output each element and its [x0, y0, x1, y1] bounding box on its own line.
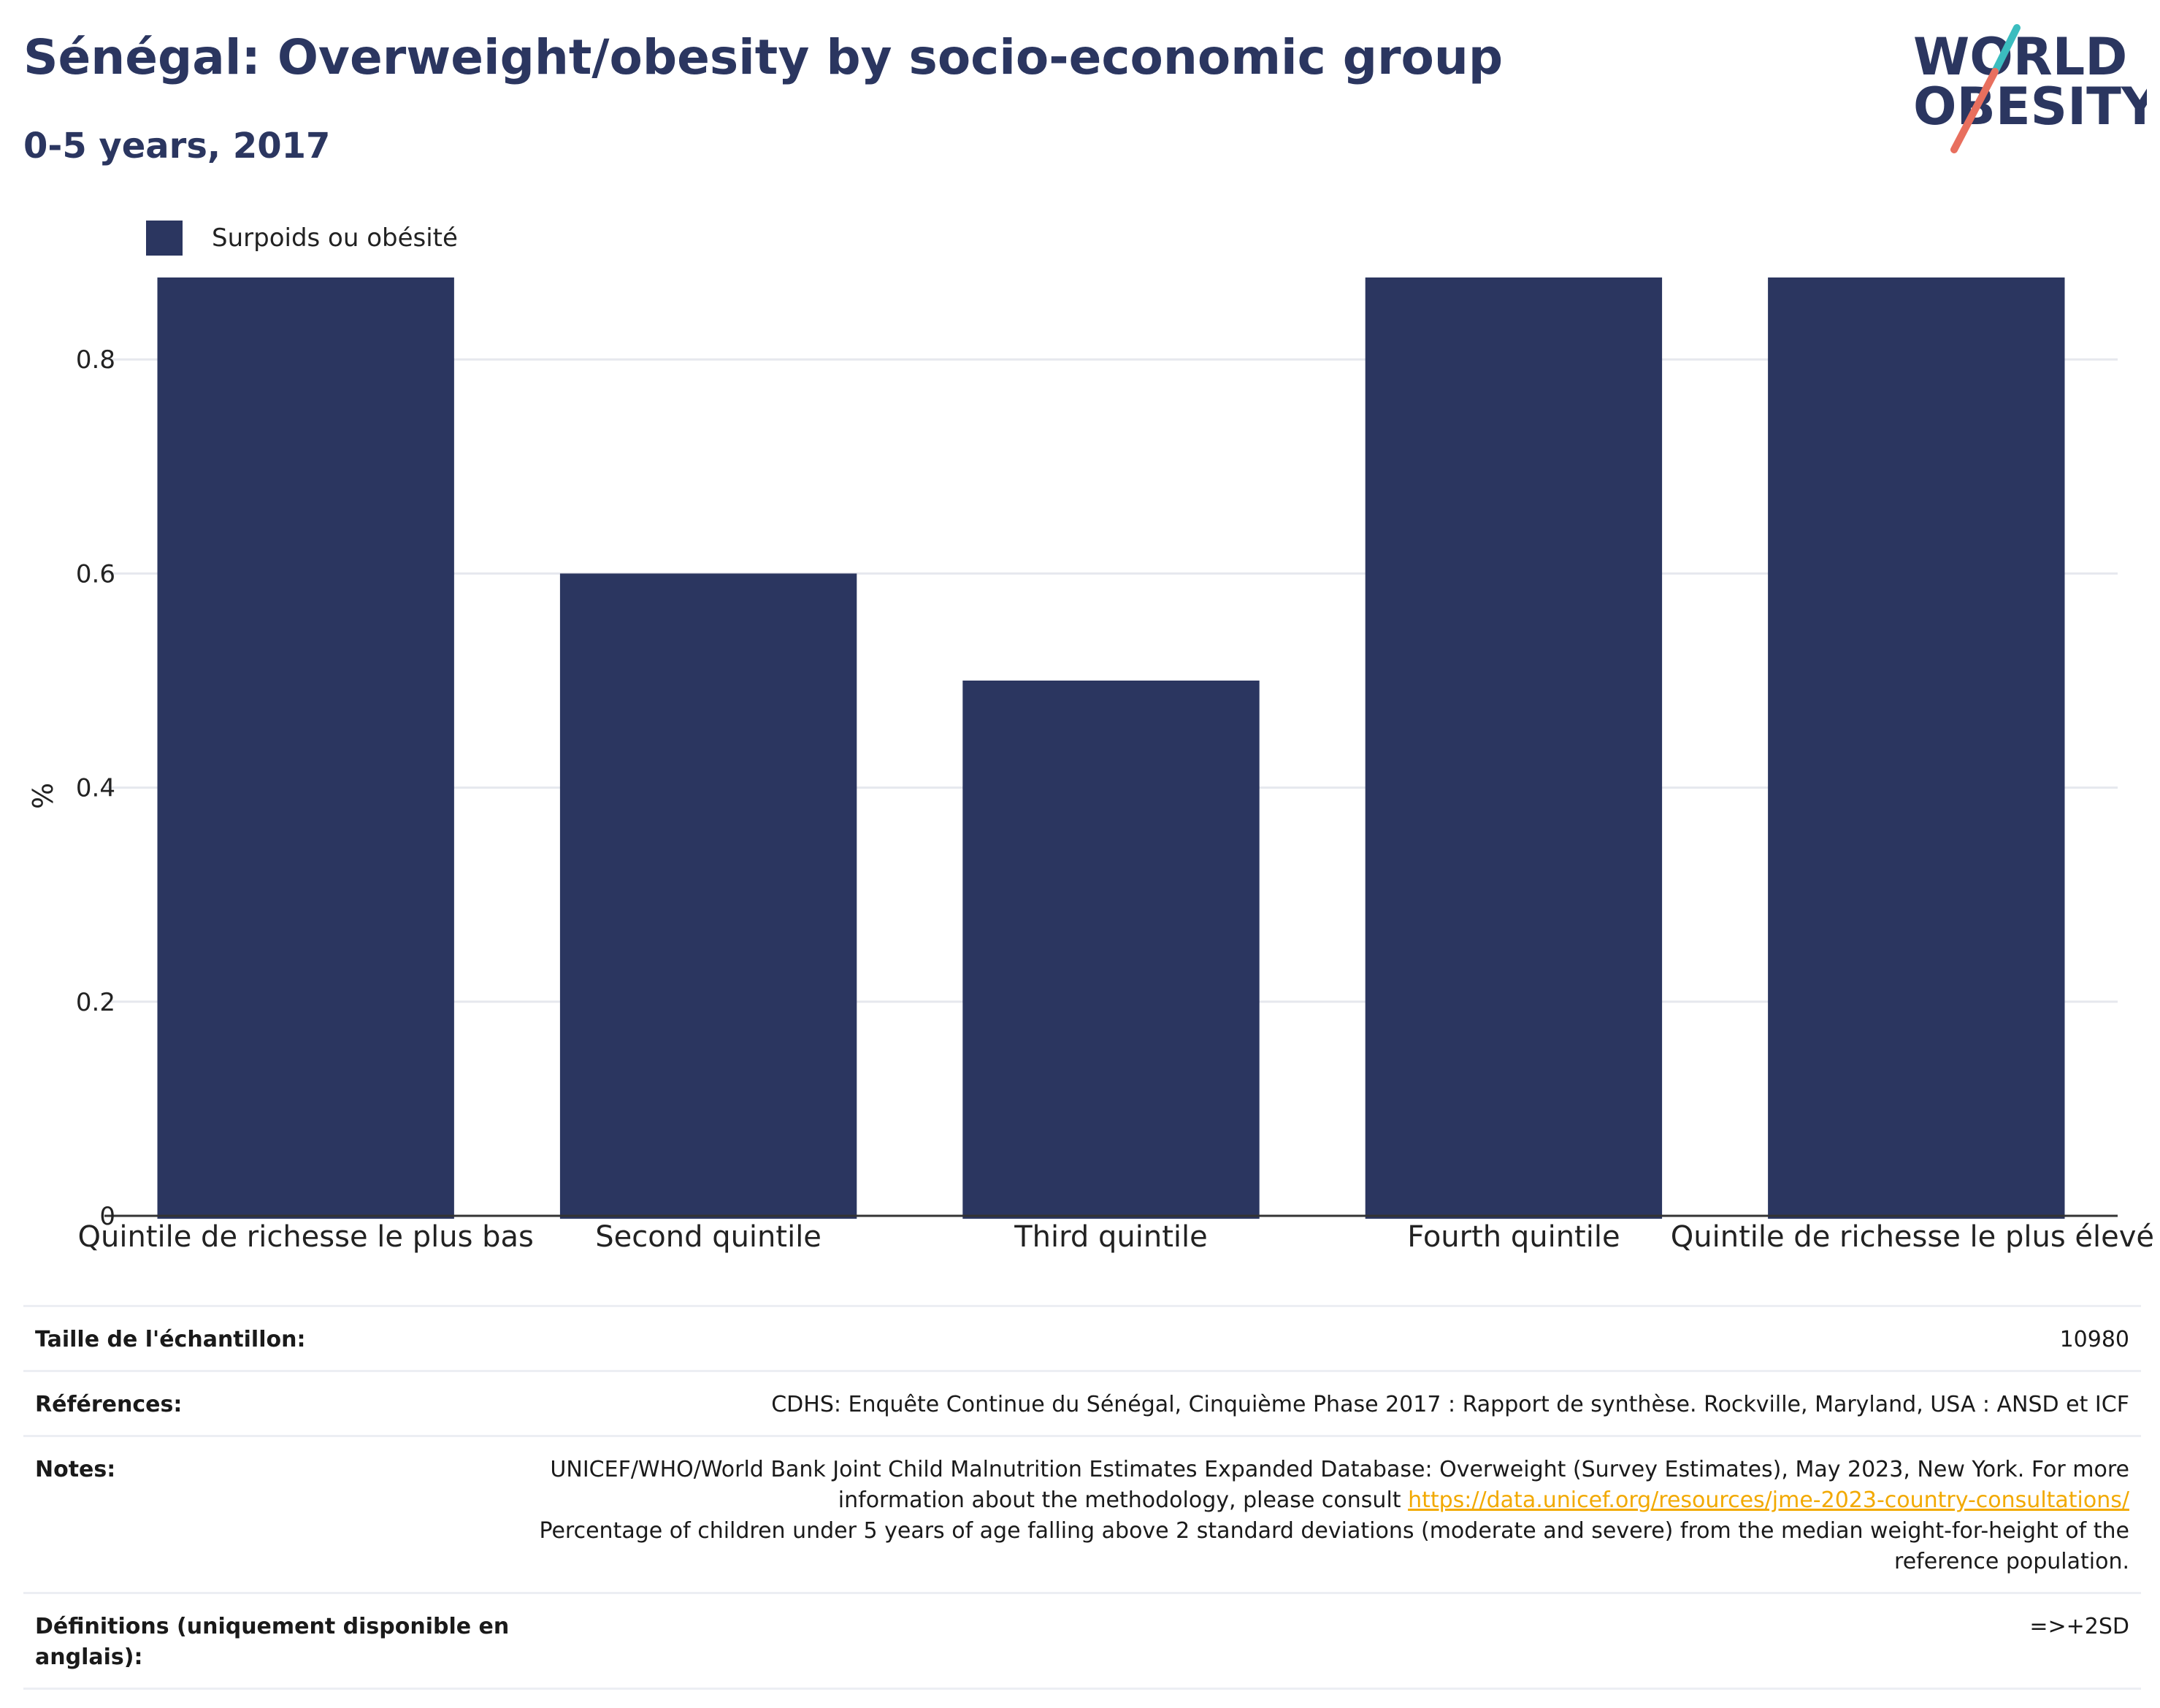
definitions-label: Définitions (uniquement disponible en an… [35, 1614, 510, 1670]
bar[interactable] [962, 681, 1260, 1219]
bar[interactable] [1768, 277, 2065, 1219]
y-tick-label: 0.4 [76, 774, 115, 803]
notes-text-1: UNICEF/WHO/World Bank Joint Child Malnut… [550, 1457, 2129, 1513]
legend-swatch [146, 221, 183, 256]
x-tick-label: Quintile de richesse le plus élevé [1671, 1220, 2154, 1254]
logo-word-obesity: OBESITY [1913, 77, 2147, 137]
x-tick-label: Quintile de richesse le plus bas [78, 1220, 534, 1254]
references-label: Références: [35, 1392, 183, 1417]
references-value: CDHS: Enquête Continue du Sénégal, Cinqu… [771, 1392, 2129, 1417]
bar[interactable] [559, 573, 857, 1219]
info-row-definitions: Définitions (uniquement disponible en an… [23, 1593, 2141, 1689]
logo-slash-coral [1950, 68, 1999, 153]
x-tick-label: Fourth quintile [1407, 1220, 1620, 1254]
notes-value: UNICEF/WHO/World Bank Joint Child Malnut… [521, 1436, 2141, 1593]
bar-chart: 00.20.40.60.811.21.4 Quintile de richess… [27, 277, 2154, 1254]
logo-slash-teal [1991, 24, 2021, 75]
sample-size-label: Taille de l'échantillon: [35, 1327, 306, 1352]
logo-word-world: WORLD [1913, 27, 2127, 87]
world-obesity-logo: WORLD OBESITY [1913, 24, 2147, 153]
chart-subtitle: 0-5 years, 2017 [23, 126, 331, 166]
x-tick-label: Second quintile [595, 1220, 822, 1254]
info-row-notes: Notes: UNICEF/WHO/World Bank Joint Child… [23, 1436, 2141, 1593]
bar[interactable] [157, 277, 454, 1219]
x-tick-labels: Quintile de richesse le plus bas Second q… [78, 1220, 2154, 1254]
bar[interactable] [1365, 277, 1663, 1219]
legend-label: Surpoids ou obésité [212, 223, 458, 253]
y-tick-label: 0.6 [76, 559, 115, 589]
info-row-sample: Taille de l'échantillon: 10980 [23, 1306, 2141, 1371]
info-table: Taille de l'échantillon: 10980 Référence… [23, 1305, 2141, 1690]
sample-size-value: 10980 [2059, 1327, 2129, 1352]
legend[interactable]: Surpoids ou obésité [146, 216, 458, 260]
y-tick-label: 0 [99, 1202, 115, 1231]
methodology-link[interactable]: https://data.unicef.org/resources/jme-20… [1408, 1487, 2129, 1513]
chart-title: Sénégal: Overweight/obesity by socio-eco… [23, 29, 1504, 85]
definitions-value: =>+2SD [2029, 1614, 2129, 1639]
notes-label: Notes: [35, 1457, 116, 1482]
y-tick-labels: 00.20.40.60.811.21.4 [76, 345, 115, 1231]
y-tick-label: 0.2 [76, 988, 115, 1017]
notes-text-2: Percentage of children under 5 years of … [539, 1518, 2129, 1574]
info-row-references: Références: CDHS: Enquête Continue du Sé… [23, 1371, 2141, 1436]
y-axis-label: % [27, 783, 59, 809]
y-tick-label: 0.8 [76, 345, 115, 375]
bars [157, 277, 2065, 1219]
x-tick-label: Third quintile [1014, 1220, 1207, 1254]
